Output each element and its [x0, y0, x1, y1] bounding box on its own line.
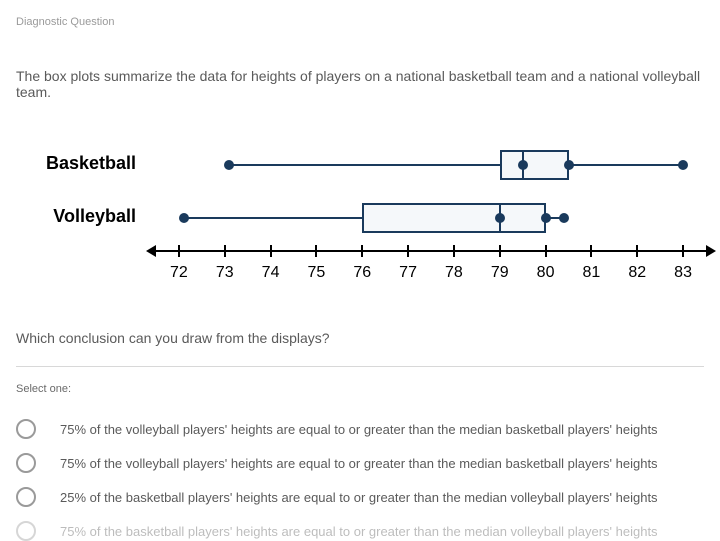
- option-text: 25% of the basketball players' heights a…: [60, 490, 658, 505]
- data-point: [179, 213, 189, 223]
- question-intro: The box plots summarize the data for hei…: [16, 68, 704, 100]
- category-label: Basketball: [16, 153, 136, 174]
- option-row[interactable]: 25% of the basketball players' heights a…: [16, 487, 704, 507]
- options-list: 75% of the volleyball players' heights a…: [16, 419, 704, 541]
- select-one-label: Select one:: [16, 383, 704, 395]
- axis-tick-label: 78: [445, 264, 463, 282]
- data-point: [678, 160, 688, 170]
- axis-tick-label: 79: [491, 264, 509, 282]
- axis-tick: [315, 245, 317, 257]
- axis-tick-label: 76: [353, 264, 371, 282]
- axis-tick: [407, 245, 409, 257]
- boxplot-chart: Basketball Volleyball 72 73 74 75 76 77 78 79 80 81…: [16, 130, 716, 300]
- axis-tick: [270, 245, 272, 257]
- axis-tick-label: 83: [674, 264, 692, 282]
- option-text: 75% of the basketball players' heights a…: [60, 524, 658, 539]
- diagnostic-label: Diagnostic Question: [16, 16, 704, 28]
- radio-icon[interactable]: [16, 521, 36, 541]
- data-point: [541, 213, 551, 223]
- data-point: [518, 160, 528, 170]
- radio-icon[interactable]: [16, 453, 36, 473]
- data-point: [495, 213, 505, 223]
- axis-tick-label: 75: [308, 264, 326, 282]
- option-row[interactable]: 75% of the volleyball players' heights a…: [16, 419, 704, 439]
- data-point: [224, 160, 234, 170]
- data-point: [559, 213, 569, 223]
- option-text: 75% of the volleyball players' heights a…: [60, 422, 658, 437]
- axis-tick: [453, 245, 455, 257]
- option-row[interactable]: 75% of the basketball players' heights a…: [16, 521, 704, 541]
- option-row[interactable]: 75% of the volleyball players' heights a…: [16, 453, 704, 473]
- axis-tick: [590, 245, 592, 257]
- axis-tick: [224, 245, 226, 257]
- axis-tick-label: 81: [583, 264, 601, 282]
- axis-tick-label: 72: [170, 264, 188, 282]
- whisker: [229, 164, 683, 166]
- axis-tick-label: 74: [262, 264, 280, 282]
- axis-tick-label: 80: [537, 264, 555, 282]
- data-point: [564, 160, 574, 170]
- separator: [16, 366, 704, 367]
- question-sub: Which conclusion can you draw from the d…: [16, 330, 704, 346]
- axis-tick: [178, 245, 180, 257]
- option-text: 75% of the volleyball players' heights a…: [60, 456, 658, 471]
- axis-tick: [499, 245, 501, 257]
- axis-tick-label: 73: [216, 264, 234, 282]
- axis-tick-label: 82: [628, 264, 646, 282]
- box: [362, 203, 545, 233]
- category-label: Volleyball: [16, 206, 136, 227]
- axis-tick: [682, 245, 684, 257]
- axis-tick: [636, 245, 638, 257]
- axis-tick: [545, 245, 547, 257]
- radio-icon[interactable]: [16, 487, 36, 507]
- axis-tick-label: 77: [399, 264, 417, 282]
- radio-icon[interactable]: [16, 419, 36, 439]
- axis-tick: [361, 245, 363, 257]
- box: [500, 150, 569, 180]
